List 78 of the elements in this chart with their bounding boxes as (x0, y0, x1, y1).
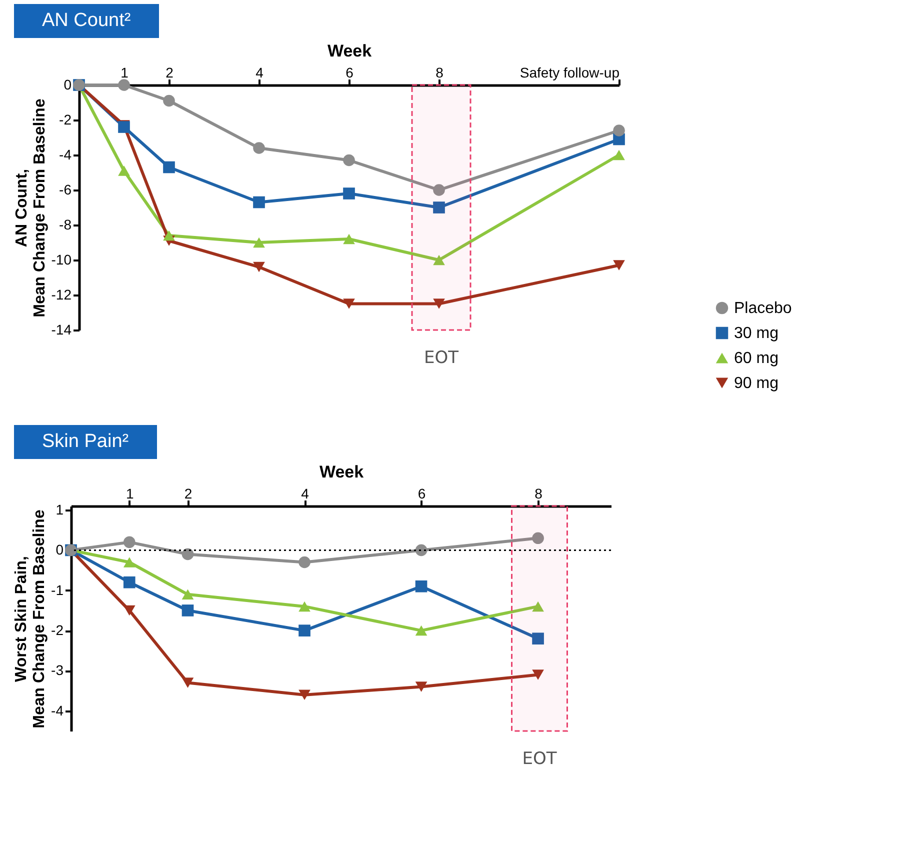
point (123, 605, 136, 616)
x-tick-label: 6 (418, 486, 426, 502)
point (415, 544, 428, 556)
point (613, 150, 625, 160)
y-tick-label: 1 (56, 502, 64, 518)
x-tick-label: Safety follow-up (520, 64, 620, 80)
x-tick-label: 2 (184, 486, 192, 502)
y-tick-label: -4 (59, 146, 72, 162)
point (343, 298, 355, 309)
y-tick-label: -3 (51, 662, 64, 678)
legend-label: 60 mg (734, 350, 778, 367)
point (343, 234, 355, 244)
point (433, 254, 445, 266)
y-axis-title: AN Count, Mean Change From Baseline (13, 98, 48, 318)
legend-label: 30 mg (734, 325, 778, 342)
band-label: EOT (424, 348, 460, 368)
point (123, 557, 136, 568)
chart-title: AN Count² (14, 4, 159, 38)
point (433, 184, 445, 196)
point (182, 604, 194, 616)
point (163, 161, 175, 174)
y-tick-label: 0 (56, 542, 64, 558)
point (343, 188, 355, 200)
point (343, 154, 355, 166)
point (532, 601, 544, 612)
x-tick-label: 4 (301, 486, 310, 502)
point (253, 262, 265, 272)
point (298, 601, 310, 612)
x-tick-label: 1 (126, 486, 134, 502)
y-tick-label: 0 (64, 76, 72, 92)
x-tick-label: 8 (534, 486, 543, 502)
y-tick-label: -8 (59, 216, 72, 232)
y-axis-title: Worst Skin Pain, Mean Change From Baseline (13, 510, 48, 728)
point (182, 678, 194, 688)
y-tick-label: -12 (51, 286, 72, 302)
point (415, 625, 428, 636)
y-tick-label: -4 (51, 702, 64, 718)
point (298, 690, 310, 700)
point (532, 532, 544, 544)
point (433, 298, 445, 309)
band-label: EOT (522, 749, 558, 769)
y-tick-label: -14 (51, 322, 72, 338)
point (253, 142, 265, 154)
x-tick-label: 2 (166, 64, 174, 80)
point (123, 576, 136, 588)
y-tick-label: -2 (59, 112, 72, 128)
point (298, 624, 310, 636)
x-tick-label: 1 (120, 64, 129, 80)
x-tick-label: 6 (346, 64, 354, 80)
point (182, 548, 194, 560)
point (123, 536, 136, 548)
point (613, 124, 625, 136)
point (163, 94, 175, 107)
point (415, 580, 428, 592)
y-tick-label: -10 (51, 252, 72, 268)
y-tick-label: -1 (51, 582, 64, 598)
y-tick-label: -6 (59, 182, 72, 198)
x-tick-label: 8 (436, 64, 444, 80)
point (118, 166, 130, 176)
legend-label: Placebo (734, 300, 792, 317)
point (118, 121, 130, 133)
point (613, 260, 625, 270)
point (298, 556, 310, 568)
x-axis-title: Week (319, 462, 364, 482)
point (253, 237, 265, 248)
x-axis-title: Week (327, 42, 372, 60)
point (433, 202, 445, 214)
point (532, 670, 544, 680)
point (532, 632, 544, 645)
legend-label: 90 mg (734, 375, 778, 392)
point (415, 682, 428, 692)
point (182, 589, 194, 600)
chart-title: Skin Pain² (14, 425, 157, 459)
point (163, 230, 175, 241)
point (118, 79, 130, 91)
point (253, 196, 265, 208)
x-tick-label: 4 (256, 64, 264, 80)
y-tick-label: -2 (51, 622, 64, 638)
